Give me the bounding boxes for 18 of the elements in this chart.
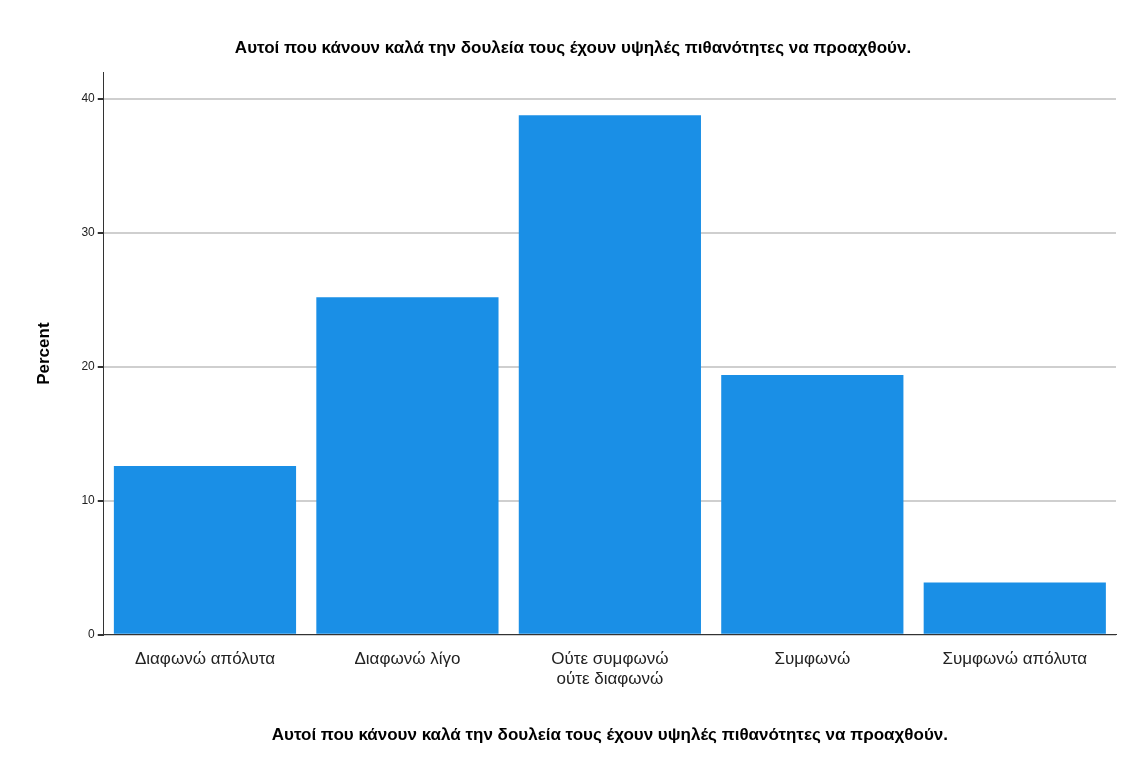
x-tick-label: Διαφωνώ απόλυτα — [134, 648, 276, 668]
y-tick-label: 10 — [81, 493, 96, 508]
y-tick-label: 30 — [81, 225, 96, 240]
bar — [113, 466, 297, 634]
bar — [316, 297, 499, 634]
x-axis-title: Αυτοί που κάνουν καλά την δουλεία τους έχουν υψηλές πιθανότητες να προαχθούν. — [271, 725, 949, 745]
y-tick-label: 40 — [81, 91, 96, 106]
y-tick-label: 20 — [81, 359, 96, 374]
x-tick-label: Συμφωνώ απόλυτα — [942, 648, 1088, 668]
bar — [721, 375, 904, 634]
bar — [923, 582, 1106, 634]
y-tick-label: 0 — [88, 627, 96, 642]
y-axis-title: Percent — [33, 322, 53, 385]
x-tick-label: Διαφωνώ λίγο — [354, 648, 461, 668]
x-tick-label: Συμφωνώ — [774, 648, 851, 668]
bar — [518, 115, 701, 634]
chart-title: Αυτοί που κάνουν καλά την δουλεία τους έχουν υψηλές πιθανότητες να προαχθούν. — [234, 37, 912, 57]
x-tick-label: Ούτε συμφωνώ ούτε διαφωνώ — [551, 648, 669, 689]
